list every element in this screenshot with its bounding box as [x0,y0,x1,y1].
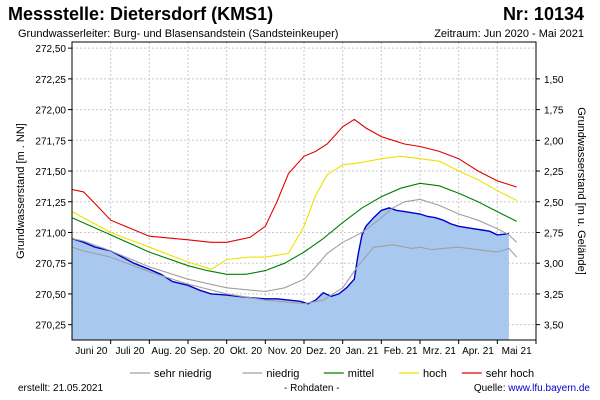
x-tick-label: Feb. 21 [384,346,418,357]
source-label: Quelle: www.lfu.bayern.de [474,383,590,394]
y2-tick-label: 3,00 [544,259,564,270]
series-hoch [71,155,517,270]
legend-label-niedrig: niedrig [266,368,299,380]
y2-tick-label: 1,75 [544,106,564,117]
legend-label-mittel: mittel [348,368,374,380]
y-tick-label: 272,25 [35,75,66,86]
y-tick-label: 270,75 [35,259,66,270]
series-sehr-hoch [71,118,517,243]
measured-line [71,207,509,305]
y-tick-label: 270,50 [35,290,66,301]
series-sehr-niedrig [71,244,518,305]
legend-label-sehr-niedrig: sehr niedrig [154,368,211,380]
y-tick-label: 271,50 [35,167,66,178]
station-number: Nr: 10134 [502,4,584,24]
series-niedrig [71,198,518,293]
y-tick-label: 271,25 [35,198,66,209]
legend-label-sehr-hoch: sehr hoch [486,368,534,380]
y2-tick-label: 2,25 [544,167,564,178]
y2-tick-label: 3,50 [544,321,564,332]
created-date: erstellt: 21.05.2021 [18,383,104,394]
y2-tick-label: 2,75 [544,228,564,239]
y-tick-label: 270,25 [35,321,66,332]
x-tick-label: Mai 21 [502,346,532,357]
y2-tick-label: 1,50 [544,75,564,86]
x-tick-label: Nov. 20 [268,346,302,357]
y-tick-label: 271,75 [35,136,66,147]
measured-area [72,207,509,340]
y-tick-label: 271,00 [35,228,66,239]
x-tick-label: Jan. 21 [346,346,379,357]
y-tick-label: 272,50 [35,44,66,55]
y-tick-label: 272,00 [35,106,66,117]
y2-tick-label: 3,25 [544,290,564,301]
x-tick-label: Aug. 20 [151,346,186,357]
source-link[interactable]: www.lfu.bayern.de [508,383,590,394]
aquifer-label: Grundwasserleiter: Burg- und Blasensands… [18,28,339,40]
raw-data-label: - Rohdaten - [284,383,340,394]
x-tick-label: Mrz. 21 [423,346,457,357]
y-axis-label: Grundwasserstand [m . NN] [15,123,27,259]
x-tick-label: Juli 20 [116,346,145,357]
y2-tick-label: 2,00 [544,136,564,147]
x-tick-label: Okt. 20 [230,346,263,357]
x-tick-label: Apr. 21 [462,346,494,357]
series-mittel [71,182,517,275]
station-title: Messstelle: Dietersdorf (KMS1) [8,4,274,24]
period-label: Zeitraum: Jun 2020 - Mai 2021 [434,28,584,40]
legend-label-hoch: hoch [423,368,447,380]
y2-tick-label: 2,50 [544,198,564,209]
plot-border [71,41,537,341]
x-tick-label: Juni 20 [75,346,108,357]
y2-axis-label: Grundwasserstand [m u. Gelände] [575,107,587,275]
source-prefix: Quelle: [473,383,509,394]
x-tick-label: Dez. 20 [306,346,341,357]
x-tick-label: Sep. 20 [190,346,225,357]
